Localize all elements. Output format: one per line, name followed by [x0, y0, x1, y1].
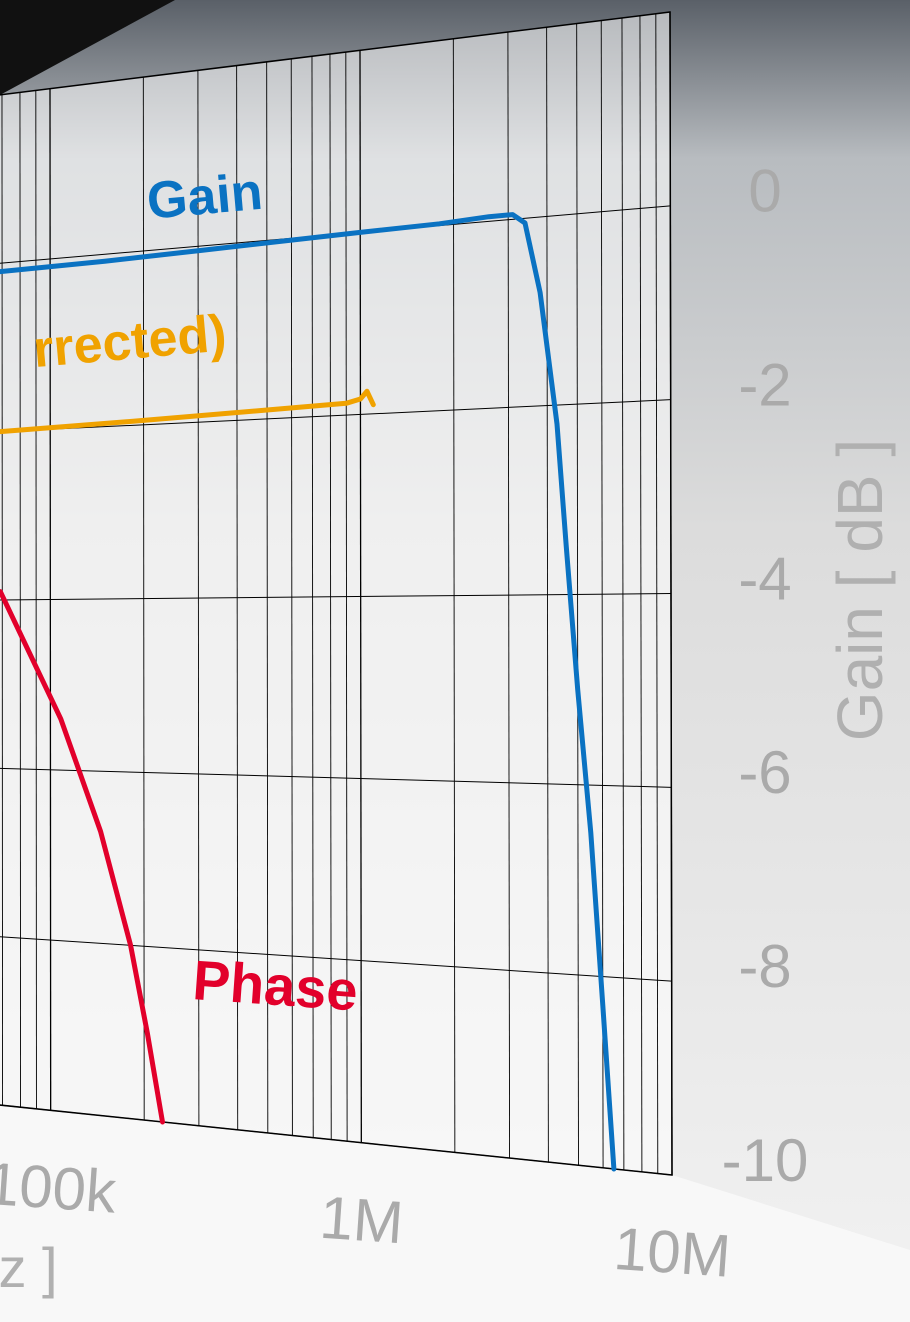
x-tick-label: 1M — [318, 1184, 406, 1257]
x-tick-label: 10M — [612, 1215, 733, 1290]
y-tick-label: -8 — [738, 933, 791, 1000]
series-line — [0, 388, 376, 435]
series-line — [0, 212, 617, 1172]
x-tick-label: 100k — [0, 1150, 119, 1226]
gain-label: Gain — [145, 163, 265, 231]
plot-area — [0, 11, 673, 1176]
y-tick-label: -6 — [738, 739, 791, 806]
series-line — [0, 589, 165, 1125]
y-tick-label: -2 — [738, 352, 791, 419]
y-tick-label: 0 — [748, 158, 781, 225]
dark-corner — [0, 0, 175, 95]
grid-line — [0, 1104, 673, 1176]
grid-line — [0, 399, 671, 433]
y-tick-label: -10 — [722, 1127, 809, 1194]
phase-label: Phase — [191, 948, 360, 1022]
grid-line — [0, 593, 672, 601]
y-axis-label: Gain [ dB ] — [824, 439, 896, 741]
y-tick-label: -4 — [738, 545, 791, 612]
grid-line — [0, 936, 672, 982]
x-axis-label: z ] — [0, 1236, 58, 1299]
floor — [0, 1105, 910, 1322]
grid-line — [0, 767, 672, 788]
